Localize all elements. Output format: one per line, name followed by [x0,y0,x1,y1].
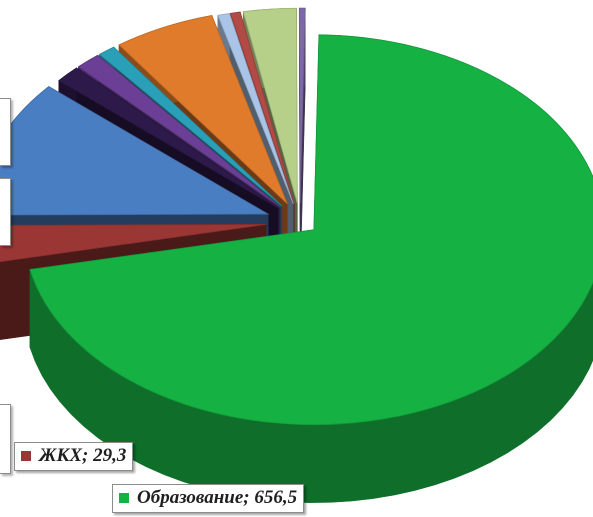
slice-label-text: Образование; 656,5 [137,487,298,508]
legend-swatch [119,493,129,503]
slice-label-zhkh: ЖКХ; 29,3 [14,442,134,471]
pie-slice [298,7,306,282]
label-box-clipped [0,178,11,246]
label-box-clipped [0,404,11,474]
pie-slice [29,34,593,503]
slice-label-text: ЖКХ; 29,3 [39,445,127,466]
legend-swatch [21,451,31,461]
slice-label-obrazovanie: Образование; 656,5 [112,484,305,513]
label-box-clipped [0,98,11,166]
